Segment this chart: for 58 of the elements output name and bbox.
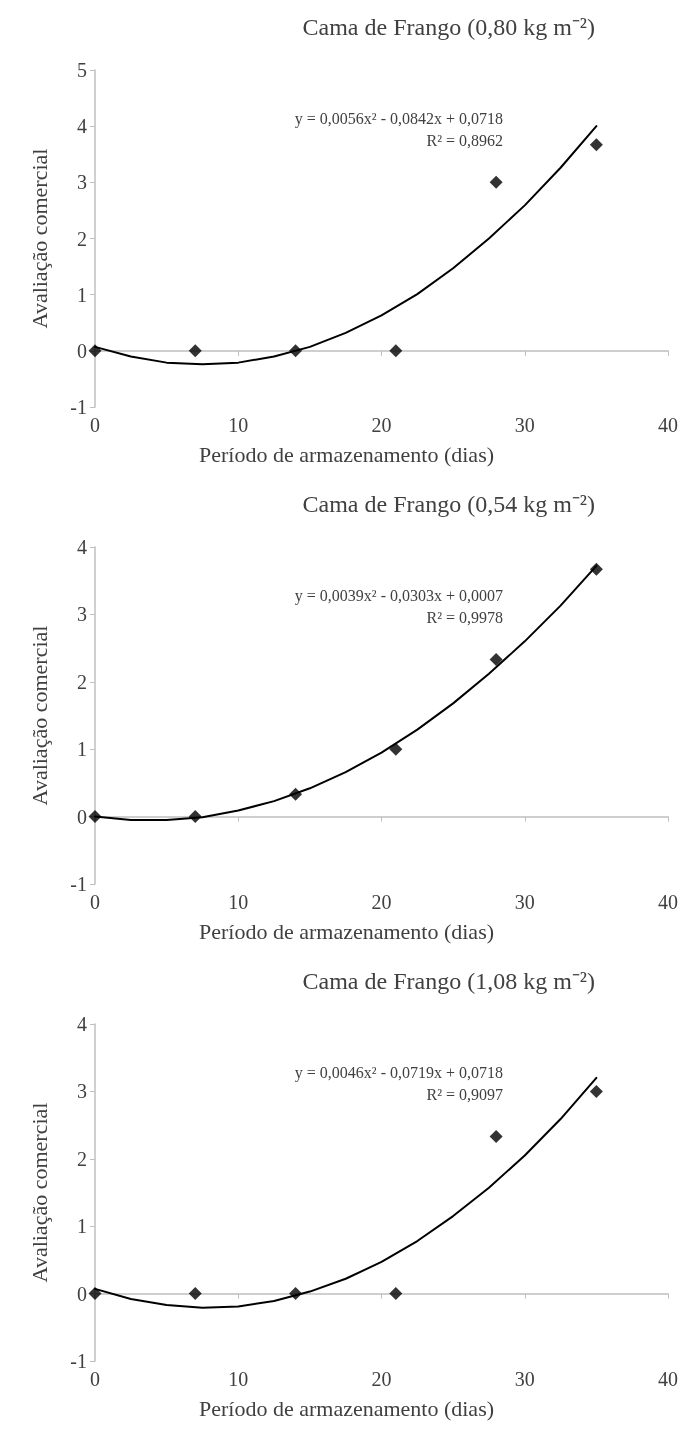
x-tick-label: 10	[228, 414, 249, 436]
x-tick-label: 20	[371, 414, 392, 436]
x-tick-label: 30	[514, 414, 535, 436]
point	[489, 1130, 503, 1144]
y-axis-title: Avaliação comercial	[26, 625, 52, 806]
annotation: y = 0,0039x² - 0,0303x + 0,0007	[294, 586, 503, 605]
chart-title: Cama de Frango (0,54 kg m⁻²)	[302, 491, 595, 517]
y-tick-label: 5	[77, 59, 87, 81]
annotation: R² = 0,9097	[426, 1085, 503, 1103]
annotation: y = 0,0046x² - 0,0719x + 0,0718	[294, 1063, 503, 1082]
point	[389, 1287, 403, 1301]
x-axis-title: Período de armazenamento (dias)	[198, 918, 495, 944]
point	[88, 344, 102, 358]
y-tick-label: 3	[77, 603, 87, 626]
y-tick-label: 0	[77, 1282, 87, 1305]
y-axis-title: Avaliação comercial	[26, 1102, 52, 1283]
y-tick-label: -1	[70, 1350, 87, 1372]
y-tick-label: 4	[77, 536, 87, 558]
y-tick-label: -1	[70, 396, 87, 418]
point	[589, 138, 603, 152]
y-tick-label: 3	[77, 171, 87, 194]
x-tick-label: 10	[228, 891, 249, 913]
y-tick-label: 0	[77, 805, 87, 828]
annotation: y = 0,0056x² - 0,0842x + 0,0718	[294, 109, 503, 128]
x-tick-label: 40	[658, 414, 678, 436]
y-tick-label: 1	[77, 738, 87, 761]
y-tick-label: 2	[77, 1147, 87, 1170]
y-tick-label: 1	[77, 283, 87, 306]
chart-title: Cama de Frango (1,08 kg m⁻²)	[302, 968, 595, 994]
y-tick-label: 2	[77, 227, 87, 250]
point	[389, 742, 403, 756]
x-tick-label: 40	[658, 891, 678, 913]
x-axis-title: Período de armazenamento (dias)	[198, 1395, 495, 1421]
annotation: R² = 0,9978	[426, 608, 503, 626]
point	[589, 1084, 603, 1098]
point	[389, 344, 403, 358]
x-tick-label: 20	[371, 1368, 392, 1390]
x-tick-label: 10	[228, 1368, 249, 1390]
y-tick-label: 2	[77, 670, 87, 693]
point	[489, 653, 503, 667]
y-tick-label: 0	[77, 339, 87, 362]
annotation: R² = 0,8962	[426, 131, 503, 149]
point	[489, 175, 503, 189]
x-tick-label: 40	[658, 1368, 678, 1390]
point	[88, 1287, 102, 1301]
point	[188, 1287, 202, 1301]
y-tick-label: 4	[77, 115, 87, 138]
x-tick-label: 30	[514, 1368, 535, 1390]
y-tick-label: 3	[77, 1080, 87, 1103]
y-axis-title: Avaliação comercial	[26, 148, 52, 329]
y-tick-label: 4	[77, 1013, 87, 1035]
y-tick-label: -1	[70, 873, 87, 895]
x-axis-title: Período de armazenamento (dias)	[198, 441, 495, 467]
x-tick-label: 30	[514, 891, 535, 913]
x-tick-label: 20	[371, 891, 392, 913]
point	[188, 344, 202, 358]
y-tick-label: 1	[77, 1215, 87, 1238]
chart-title: Cama de Frango (0,80 kg m⁻²)	[302, 14, 595, 40]
